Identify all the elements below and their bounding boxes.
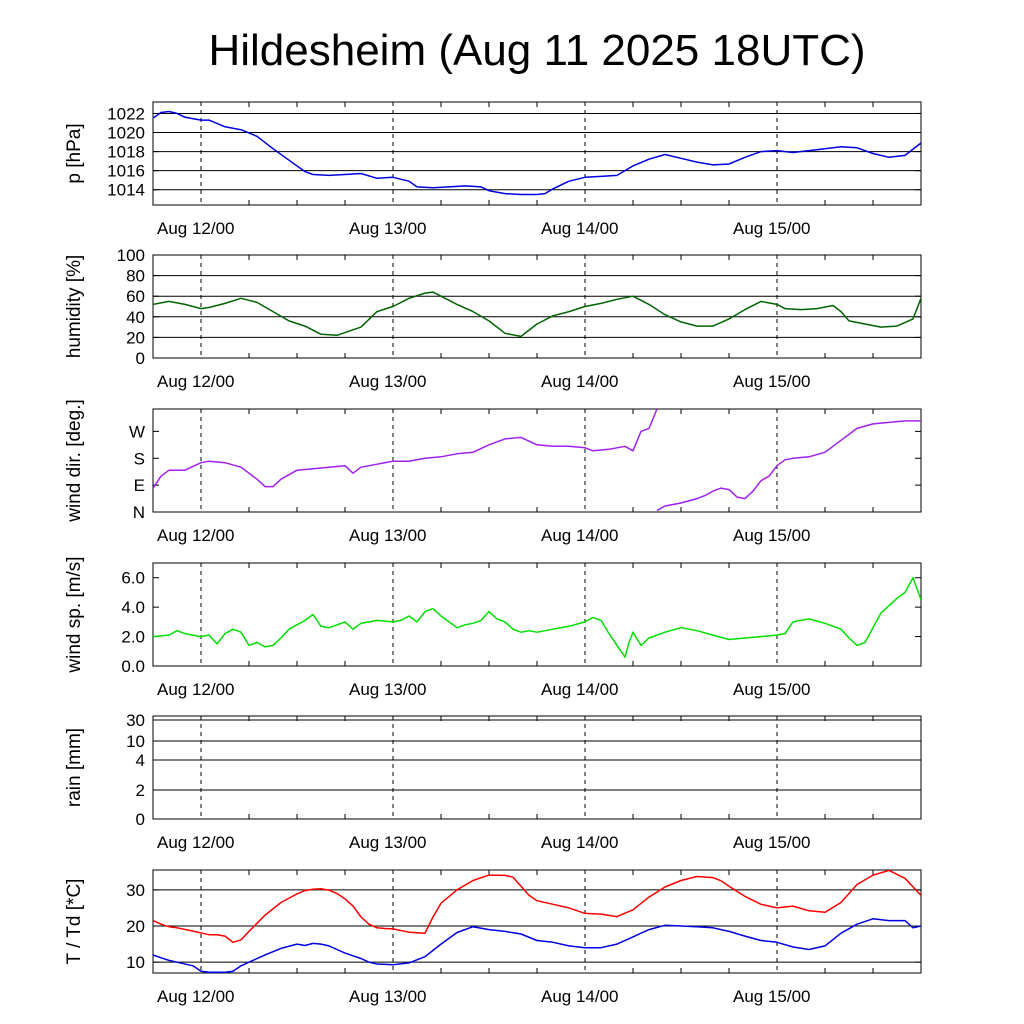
x-tick-label: Aug 12/00 bbox=[157, 372, 235, 391]
series-line-temperature bbox=[153, 870, 921, 944]
x-tick-label: Aug 12/00 bbox=[157, 219, 235, 238]
series-line-pressure bbox=[153, 110, 921, 196]
x-tick-label: Aug 15/00 bbox=[733, 526, 811, 545]
series-line-humidity bbox=[153, 291, 921, 338]
y-tick-label: 20 bbox=[126, 917, 145, 936]
y-tick-label: 40 bbox=[126, 308, 145, 327]
plot-frame bbox=[152, 715, 922, 820]
y-tick-label: N bbox=[133, 503, 145, 522]
y-axis-label: p [hPa] bbox=[64, 123, 85, 183]
y-tick-label: 30 bbox=[126, 881, 145, 900]
plot-frame bbox=[152, 254, 922, 359]
x-tick-label: Aug 13/00 bbox=[349, 372, 427, 391]
x-tick-label: Aug 15/00 bbox=[733, 833, 811, 852]
x-tick-label: Aug 13/00 bbox=[349, 526, 427, 545]
series-line-wind_speed bbox=[153, 576, 921, 658]
y-tick-label: 1016 bbox=[107, 162, 145, 181]
plot-frame bbox=[152, 562, 922, 667]
y-tick-label: 10 bbox=[126, 732, 145, 751]
y-tick-label: 4 bbox=[136, 751, 145, 770]
y-tick-label: 6.0 bbox=[121, 569, 145, 588]
x-tick-label: Aug 13/00 bbox=[349, 219, 427, 238]
y-tick-label: E bbox=[134, 476, 145, 495]
x-tick-label: Aug 12/00 bbox=[157, 526, 235, 545]
x-tick-label: Aug 14/00 bbox=[541, 219, 619, 238]
y-tick-label: 1020 bbox=[107, 124, 145, 143]
panel-temp_dewpoint: 10 20 30 Aug 12/00 Aug 13/00 Aug 14/00 Aug 15/… bbox=[64, 869, 922, 1006]
y-tick-label: 2 bbox=[136, 781, 145, 800]
x-tick-label: Aug 12/00 bbox=[157, 833, 235, 852]
panel-wind_speed: 0.0 2.0 4.0 6.0 Aug 12/00 Aug 13/00 Aug 14/00 A… bbox=[64, 556, 922, 699]
x-tick-label: Aug 14/00 bbox=[541, 833, 619, 852]
y-tick-label: 0 bbox=[136, 810, 145, 829]
y-tick-label: 0.0 bbox=[121, 657, 145, 676]
plot-frame bbox=[152, 869, 922, 974]
x-tick-label: Aug 15/00 bbox=[733, 680, 811, 699]
y-tick-label: 30 bbox=[126, 711, 145, 730]
x-tick-label: Aug 13/00 bbox=[349, 833, 427, 852]
x-tick-label: Aug 14/00 bbox=[541, 372, 619, 391]
y-tick-label: 0 bbox=[136, 349, 145, 368]
chart-title: Hildesheim (Aug 11 2025 18UTC) bbox=[208, 26, 866, 75]
y-axis-label: wind sp. [m/s] bbox=[64, 556, 85, 673]
y-tick-label: S bbox=[134, 449, 145, 468]
series-line-dewpoint bbox=[153, 918, 921, 973]
y-tick-label: 100 bbox=[117, 246, 145, 265]
x-tick-label: Aug 13/00 bbox=[349, 987, 427, 1006]
x-tick-label: Aug 12/00 bbox=[157, 680, 235, 699]
y-tick-label: 1018 bbox=[107, 143, 145, 162]
y-tick-label: 1022 bbox=[107, 104, 145, 123]
y-axis-label: rain [mm] bbox=[64, 728, 85, 807]
x-tick-label: Aug 14/00 bbox=[541, 526, 619, 545]
y-tick-label: 4.0 bbox=[121, 598, 145, 617]
y-tick-label: 10 bbox=[126, 953, 145, 972]
panel-rain: 0 2 410 30 Aug 12/00 Aug 13/00 Aug 14/00 Aug 15… bbox=[64, 711, 922, 852]
x-tick-label: Aug 15/00 bbox=[733, 987, 811, 1006]
x-tick-label: Aug 12/00 bbox=[157, 987, 235, 1006]
series-line-wind_dir bbox=[153, 409, 658, 489]
y-tick-label: 60 bbox=[126, 287, 145, 306]
y-tick-label: W bbox=[129, 422, 145, 441]
y-tick-label: 80 bbox=[126, 267, 145, 286]
x-tick-label: Aug 14/00 bbox=[541, 680, 619, 699]
y-tick-label: 2.0 bbox=[121, 628, 145, 647]
y-axis-label: humidity [%] bbox=[64, 255, 85, 358]
y-tick-label: 1014 bbox=[107, 181, 145, 200]
y-axis-label: wind dir. [deg.] bbox=[64, 399, 85, 523]
x-tick-label: Aug 14/00 bbox=[541, 987, 619, 1006]
x-tick-label: Aug 15/00 bbox=[733, 219, 811, 238]
series-line-wind_dir bbox=[656, 420, 921, 512]
x-tick-label: Aug 13/00 bbox=[349, 680, 427, 699]
y-axis-label: T / Td [*C] bbox=[64, 879, 85, 965]
x-tick-label: Aug 15/00 bbox=[733, 372, 811, 391]
plot-frame bbox=[152, 408, 922, 513]
y-tick-label: 20 bbox=[126, 328, 145, 347]
